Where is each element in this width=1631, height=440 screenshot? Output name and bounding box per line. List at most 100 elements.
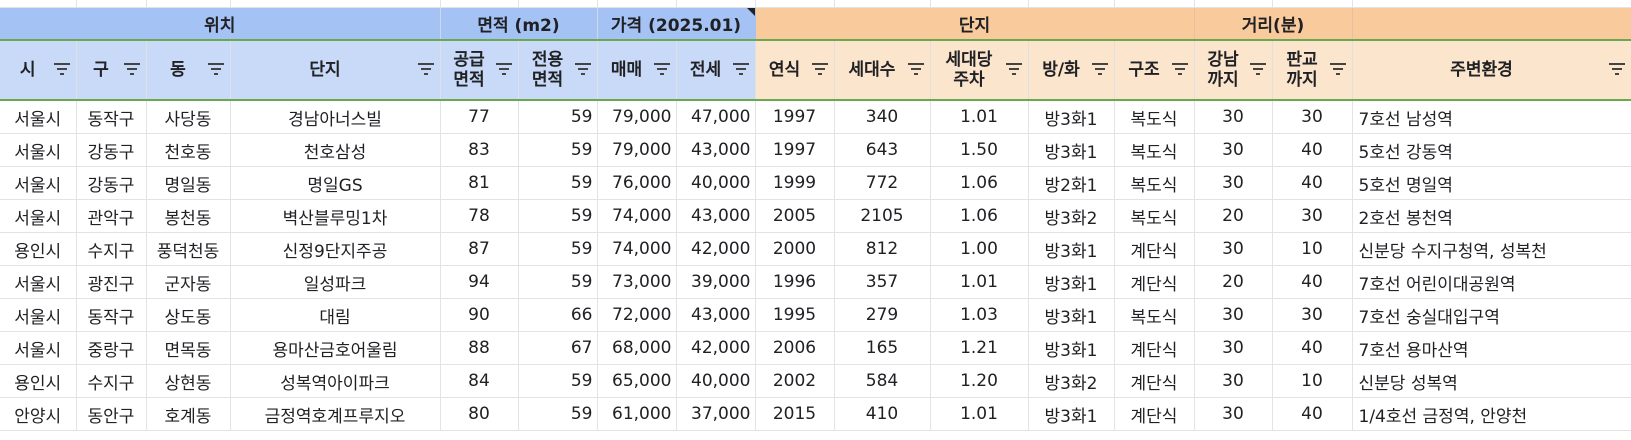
table-cell[interactable]: 42,000 (676, 331, 756, 365)
table-cell[interactable]: 66 (518, 298, 598, 332)
column-header-10[interactable]: 세대당 주차 (930, 39, 1029, 101)
table-cell[interactable]: 357 (834, 265, 931, 299)
table-cell[interactable]: 40,000 (676, 166, 756, 200)
table-cell[interactable]: 복도식 (1114, 133, 1195, 167)
table-cell[interactable]: 79,000 (597, 100, 677, 134)
table-cell[interactable]: 호계동 (146, 397, 231, 431)
table-cell[interactable]: 천호삼성 (230, 133, 441, 167)
table-cell[interactable]: 1997 (755, 100, 835, 134)
table-cell[interactable]: 30 (1194, 232, 1273, 266)
table-cell[interactable]: 20 (1194, 199, 1273, 233)
table-cell[interactable]: 수지구 (76, 232, 147, 266)
table-cell[interactable]: 1.06 (930, 166, 1029, 200)
table-cell[interactable]: 73,000 (597, 265, 677, 299)
table-cell[interactable]: 면목동 (146, 331, 231, 365)
table-cell[interactable]: 1.01 (930, 100, 1029, 134)
table-cell[interactable]: 서울시 (0, 265, 77, 299)
filter-icon[interactable] (1249, 63, 1266, 75)
table-cell[interactable]: 2002 (755, 364, 835, 398)
filter-icon[interactable] (907, 63, 924, 75)
table-cell[interactable]: 643 (834, 133, 931, 167)
table-cell[interactable]: 43,000 (676, 133, 756, 167)
table-cell[interactable]: 2000 (755, 232, 835, 266)
table-cell[interactable]: 59 (518, 100, 598, 134)
column-header-3[interactable]: 단지 (230, 39, 441, 101)
table-cell[interactable]: 풍덕천동 (146, 232, 231, 266)
table-cell[interactable]: 신정9단지주공 (230, 232, 441, 266)
table-cell[interactable]: 74,000 (597, 232, 677, 266)
table-cell[interactable]: 용인시 (0, 232, 77, 266)
table-cell[interactable]: 1.50 (930, 133, 1029, 167)
table-cell[interactable]: 1999 (755, 166, 835, 200)
table-cell[interactable]: 서울시 (0, 100, 77, 134)
table-cell[interactable]: 7호선 숭실대입구역 (1352, 298, 1631, 332)
filter-icon[interactable] (732, 63, 749, 75)
table-cell[interactable]: 복도식 (1114, 100, 1195, 134)
table-cell[interactable]: 5호선 강동역 (1352, 133, 1631, 167)
table-cell[interactable]: 계단식 (1114, 364, 1195, 398)
filter-icon[interactable] (1329, 63, 1346, 75)
table-cell[interactable]: 서울시 (0, 331, 77, 365)
table-cell[interactable]: 84 (440, 364, 519, 398)
table-cell[interactable]: 1996 (755, 265, 835, 299)
table-cell[interactable]: 59 (518, 397, 598, 431)
filter-icon[interactable] (1091, 63, 1108, 75)
filter-icon[interactable] (417, 63, 434, 75)
table-cell[interactable]: 방3화1 (1028, 298, 1115, 332)
table-cell[interactable]: 복도식 (1114, 199, 1195, 233)
table-cell[interactable]: 방3화1 (1028, 100, 1115, 134)
table-cell[interactable]: 방3화1 (1028, 265, 1115, 299)
table-cell[interactable]: 59 (518, 364, 598, 398)
table-cell[interactable]: 강동구 (76, 133, 147, 167)
column-header-15[interactable]: 주변환경 (1352, 39, 1631, 101)
table-cell[interactable]: 94 (440, 265, 519, 299)
table-cell[interactable]: 1/4호선 금정역, 안양천 (1352, 397, 1631, 431)
column-header-14[interactable]: 판교 까지 (1272, 39, 1353, 101)
table-cell[interactable]: 10 (1272, 232, 1353, 266)
table-cell[interactable]: 79,000 (597, 133, 677, 167)
table-cell[interactable]: 772 (834, 166, 931, 200)
column-header-13[interactable]: 강남 까지 (1194, 39, 1273, 101)
table-cell[interactable]: 명일동 (146, 166, 231, 200)
table-cell[interactable]: 65,000 (597, 364, 677, 398)
table-cell[interactable]: 벽산블루밍1차 (230, 199, 441, 233)
table-cell[interactable]: 수지구 (76, 364, 147, 398)
table-cell[interactable]: 87 (440, 232, 519, 266)
group-header-location[interactable]: 위치 (0, 7, 441, 41)
table-cell[interactable]: 광진구 (76, 265, 147, 299)
table-cell[interactable]: 용인시 (0, 364, 77, 398)
filter-icon[interactable] (207, 63, 224, 75)
column-header-2[interactable]: 동 (146, 39, 231, 101)
table-cell[interactable]: 복도식 (1114, 298, 1195, 332)
table-cell[interactable]: 1.03 (930, 298, 1029, 332)
table-cell[interactable]: 7호선 남성역 (1352, 100, 1631, 134)
table-cell[interactable]: 10 (1272, 364, 1353, 398)
table-cell[interactable]: 76,000 (597, 166, 677, 200)
table-cell[interactable]: 서울시 (0, 166, 77, 200)
table-cell[interactable]: 안양시 (0, 397, 77, 431)
table-cell[interactable]: 1.01 (930, 265, 1029, 299)
table-cell[interactable]: 용마산금호어울림 (230, 331, 441, 365)
table-cell[interactable]: 성복역아이파크 (230, 364, 441, 398)
table-cell[interactable]: 금정역호계프루지오 (230, 397, 441, 431)
table-cell[interactable]: 78 (440, 199, 519, 233)
table-cell[interactable]: 42,000 (676, 232, 756, 266)
table-cell[interactable]: 방3화1 (1028, 397, 1115, 431)
table-cell[interactable]: 67 (518, 331, 598, 365)
table-cell[interactable]: 계단식 (1114, 265, 1195, 299)
filter-icon[interactable] (495, 63, 512, 75)
table-cell[interactable]: 방3화2 (1028, 199, 1115, 233)
filter-icon[interactable] (574, 63, 591, 75)
table-cell[interactable]: 30 (1272, 199, 1353, 233)
table-cell[interactable]: 1.06 (930, 199, 1029, 233)
table-cell[interactable]: 80 (440, 397, 519, 431)
table-cell[interactable]: 39,000 (676, 265, 756, 299)
table-cell[interactable]: 상현동 (146, 364, 231, 398)
table-cell[interactable]: 81 (440, 166, 519, 200)
table-cell[interactable]: 2105 (834, 199, 931, 233)
filter-icon[interactable] (123, 63, 140, 75)
table-cell[interactable]: 90 (440, 298, 519, 332)
table-cell[interactable]: 계단식 (1114, 232, 1195, 266)
table-cell[interactable]: 74,000 (597, 199, 677, 233)
table-cell[interactable]: 강동구 (76, 166, 147, 200)
